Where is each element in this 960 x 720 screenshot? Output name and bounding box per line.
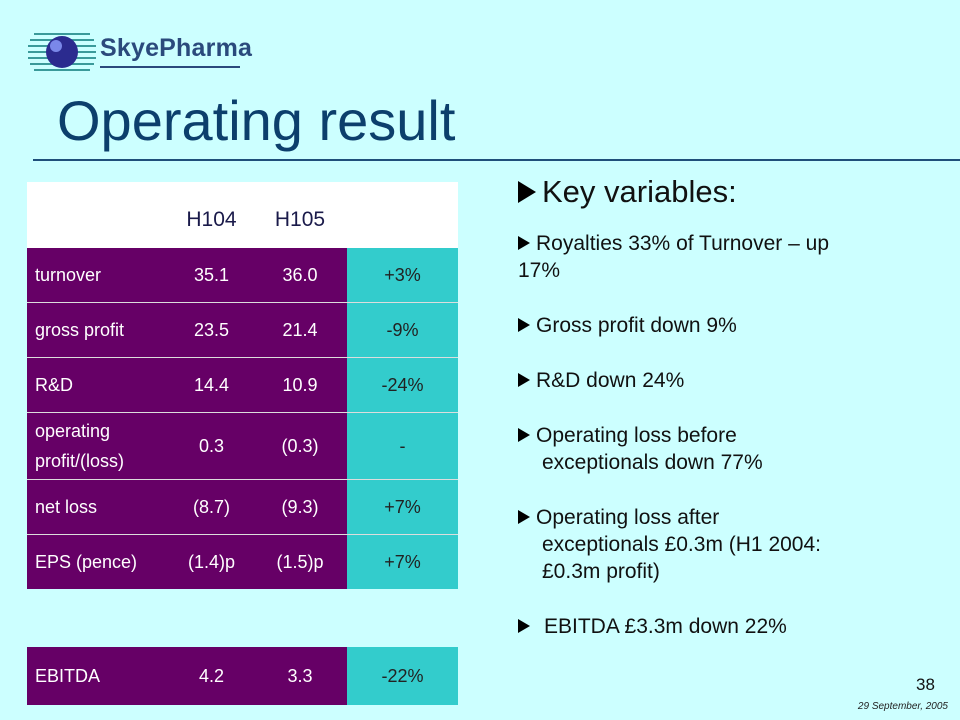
bullet-line3: £0.3m profit) <box>542 560 660 583</box>
arrow-bullet-icon <box>518 619 530 633</box>
row-change: -24% <box>347 357 458 413</box>
arrow-bullet-icon <box>518 510 530 524</box>
table-row: gross profit 23.5 21.4 -9% <box>27 302 458 358</box>
title-divider <box>33 159 960 161</box>
row-label: operating profit/(loss) <box>27 412 170 480</box>
bullet-line1: R&D down 24% <box>536 369 685 392</box>
bullet-item: Royalties 33% of Turnover – up 17% <box>518 230 958 284</box>
bullet-line1: Royalties 33% of Turnover – up <box>536 232 829 255</box>
ebitda-row: EBITDA 4.2 3.3 -22% <box>27 647 458 705</box>
table-row: R&D 14.4 10.9 -24% <box>27 357 458 413</box>
page-number: 38 <box>916 675 935 694</box>
bullet-item: R&D down 24% <box>518 367 958 394</box>
ebitda-label: EBITDA <box>27 647 170 705</box>
ebitda-h105: 3.3 <box>253 647 347 705</box>
row-h105: 10.9 <box>253 357 347 413</box>
row-label-line2: profit/(loss) <box>35 451 125 471</box>
logo-underline <box>100 66 240 68</box>
row-h105: (1.5)p <box>253 534 347 589</box>
row-change: +3% <box>347 248 458 303</box>
bullet-line2: 17% <box>518 259 561 282</box>
table-row: turnover 35.1 36.0 +3% <box>27 248 458 303</box>
ebitda-change: -22% <box>347 647 458 705</box>
arrow-bullet-icon <box>518 318 530 332</box>
row-h105: (0.3) <box>253 412 347 480</box>
key-variables-heading: Key variables: <box>518 174 958 210</box>
globe-logo-icon <box>28 33 96 71</box>
arrow-bullet-icon <box>518 373 530 387</box>
bullet-line1: Operating loss before <box>536 424 737 447</box>
bullet-item: EBITDA £3.3m down 22% <box>518 613 958 640</box>
row-change: +7% <box>347 479 458 535</box>
row-h104: 23.5 <box>170 302 253 358</box>
row-h104: 14.4 <box>170 357 253 413</box>
header-h104: H104 <box>170 182 253 248</box>
table-row: net loss (8.7) (9.3) +7% <box>27 479 458 535</box>
table-spacer-row <box>27 589 458 647</box>
row-h104: (8.7) <box>170 479 253 535</box>
row-h105: 21.4 <box>253 302 347 358</box>
results-table: H104 H105 turnover 35.1 36.0 +3% gross p… <box>27 182 458 705</box>
bullet-line1: Operating loss after <box>536 506 720 529</box>
spacer-cell <box>27 589 458 647</box>
ebitda-h104: 4.2 <box>170 647 253 705</box>
bullet-line2: exceptionals down 77% <box>542 451 763 474</box>
row-label: EPS (pence) <box>27 534 170 589</box>
row-label: net loss <box>27 479 170 535</box>
company-logo: SkyePharma <box>28 20 252 80</box>
row-h105: 36.0 <box>253 248 347 303</box>
row-h104: (1.4)p <box>170 534 253 589</box>
row-h105: (9.3) <box>253 479 347 535</box>
key-variables-panel: Key variables: Royalties 33% of Turnover… <box>518 174 958 668</box>
bullet-item: Gross profit down 9% <box>518 312 958 339</box>
row-label: R&D <box>27 357 170 413</box>
bullet-item: Operating loss after exceptionals £0.3m … <box>518 504 958 585</box>
bullet-line1: Gross profit down 9% <box>536 314 737 337</box>
row-label: turnover <box>27 248 170 303</box>
table-header-row: H104 H105 <box>27 182 458 248</box>
row-label: gross profit <box>27 302 170 358</box>
logo-text: SkyePharma <box>100 34 253 62</box>
header-change-cell <box>347 182 458 248</box>
row-label-line1: operating <box>35 421 111 441</box>
footer-date: 29 September, 2005 <box>857 701 948 712</box>
page-title: Operating result <box>57 89 456 152</box>
key-variables-heading-text: Key variables: <box>542 174 737 209</box>
arrow-bullet-icon <box>518 181 536 203</box>
table-row: EPS (pence) (1.4)p (1.5)p +7% <box>27 534 458 589</box>
table-row: operating profit/(loss) 0.3 (0.3) - <box>27 412 458 480</box>
row-h104: 35.1 <box>170 248 253 303</box>
bullet-line1: EBITDA £3.3m down 22% <box>544 615 787 638</box>
row-h104: 0.3 <box>170 412 253 480</box>
row-change: +7% <box>347 534 458 589</box>
header-empty-cell <box>27 182 170 248</box>
bullet-item: Operating loss before exceptionals down … <box>518 422 958 476</box>
row-change: - <box>347 412 458 480</box>
arrow-bullet-icon <box>518 236 530 250</box>
bullet-line2: exceptionals £0.3m (H1 2004: <box>542 533 821 556</box>
arrow-bullet-icon <box>518 428 530 442</box>
row-change: -9% <box>347 302 458 358</box>
header-h105: H105 <box>253 182 347 248</box>
